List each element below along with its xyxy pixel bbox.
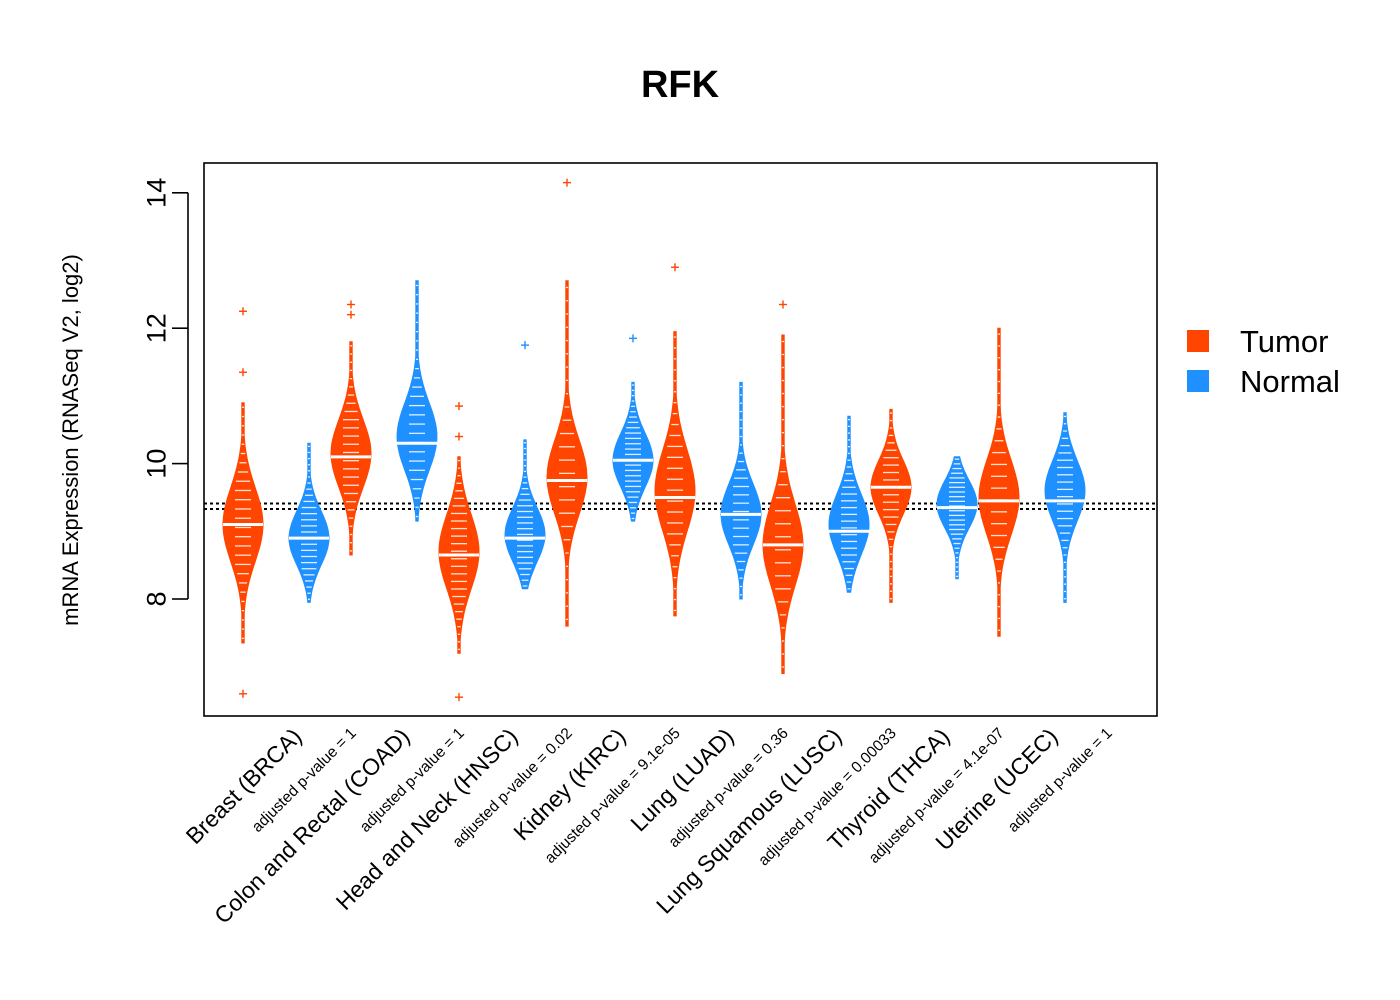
legend-label-tumor: Tumor bbox=[1240, 324, 1328, 359]
tumor-bean-7-body bbox=[870, 408, 912, 603]
category-label: Head and Neck (HNSC) bbox=[331, 723, 523, 915]
tumor-bean-5 bbox=[654, 263, 696, 617]
y-tick-label: 14 bbox=[141, 178, 171, 208]
normal-bean-2-body bbox=[396, 280, 438, 522]
normal-bean-3-body bbox=[504, 439, 546, 590]
tumor-bean-1 bbox=[222, 307, 264, 698]
tumor-bean-2 bbox=[330, 300, 372, 556]
tumor-bean-8 bbox=[978, 327, 1020, 637]
normal-bean-8-body bbox=[1044, 412, 1086, 603]
category-label: Colon and Rectal (COAD) bbox=[209, 723, 414, 928]
normal-bean-5-body bbox=[720, 381, 762, 600]
normal-bean-6 bbox=[828, 415, 870, 593]
normal-bean-1-body bbox=[288, 442, 330, 603]
tumor-bean-6 bbox=[762, 300, 804, 674]
normal-bean-5 bbox=[720, 381, 762, 600]
normal-bean-6-body bbox=[828, 415, 870, 593]
normal-bean-7-body bbox=[936, 456, 978, 580]
legend-swatch-tumor bbox=[1187, 330, 1209, 352]
tumor-bean-8-body bbox=[978, 327, 1020, 637]
legend: Tumor Normal bbox=[1187, 324, 1340, 399]
tumor-bean-3 bbox=[438, 402, 480, 702]
normal-bean-4-body bbox=[612, 381, 654, 522]
plot-area bbox=[203, 162, 1158, 717]
category-label: Lung (LUAD) bbox=[625, 723, 738, 836]
tumor-bean-5-body bbox=[654, 331, 696, 617]
plot-frame bbox=[203, 162, 1158, 717]
tumor-bean-6-body bbox=[762, 334, 804, 674]
legend-swatch-normal bbox=[1187, 370, 1209, 392]
legend-label-normal: Normal bbox=[1240, 364, 1340, 399]
y-tick-label: 12 bbox=[141, 313, 171, 343]
normal-bean-2 bbox=[396, 280, 438, 522]
category-label: Lung Squamous (LUSC) bbox=[651, 723, 847, 919]
tumor-bean-4 bbox=[546, 178, 588, 627]
normal-bean-3 bbox=[504, 341, 546, 590]
normal-bean-8 bbox=[1044, 412, 1086, 603]
chart-title: RFK bbox=[641, 64, 720, 106]
tumor-bean-4-body bbox=[546, 280, 588, 627]
y-tick-label: 8 bbox=[141, 591, 171, 606]
tumor-bean-1-body bbox=[222, 402, 264, 644]
normal-bean-1 bbox=[288, 442, 330, 603]
y-axis: 8 10 12 14 bbox=[141, 178, 189, 607]
y-tick-label: 10 bbox=[141, 449, 171, 479]
normal-bean-7 bbox=[936, 456, 978, 580]
y-axis-label: mRNA Expression (RNASeq V2, log2) bbox=[58, 254, 83, 626]
tumor-bean-7 bbox=[870, 408, 912, 603]
normal-bean-4 bbox=[612, 334, 654, 522]
tumor-bean-2-body bbox=[330, 341, 372, 556]
